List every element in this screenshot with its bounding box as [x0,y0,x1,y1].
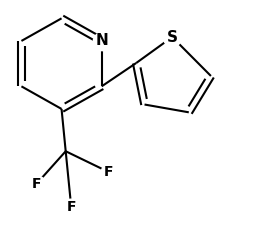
Text: F: F [66,200,76,214]
Text: F: F [104,165,113,179]
Text: S: S [167,30,178,45]
Text: F: F [32,177,41,191]
Text: N: N [95,33,108,48]
